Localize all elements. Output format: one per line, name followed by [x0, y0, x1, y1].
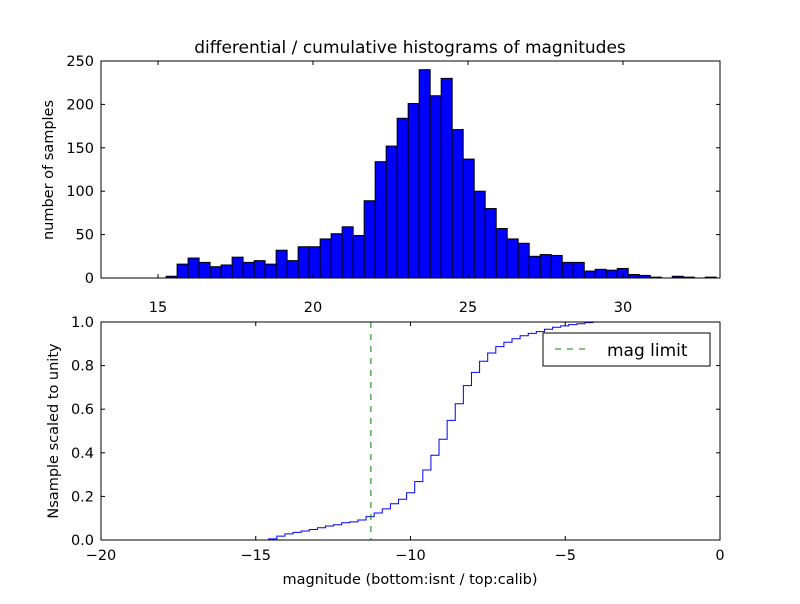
bottom-x-tick-label: −15: [240, 548, 271, 564]
histogram-bar: [583, 270, 596, 278]
bottom-y-tick-label: 0.2: [71, 489, 94, 505]
histogram-bar: [198, 261, 211, 278]
histogram-bar: [484, 208, 497, 278]
histogram-bar: [242, 261, 255, 278]
histogram-bar: [572, 261, 585, 278]
top-y-tick-label: 50: [76, 228, 94, 244]
bottom-x-tick-label: 0: [715, 548, 724, 564]
bottom-x-tick-label: −5: [555, 548, 576, 564]
top-axes-frame: [100, 60, 721, 279]
legend-label: mag limit: [607, 341, 688, 361]
histogram-bar: [264, 263, 277, 278]
top-y-axis-label: number of samples: [41, 100, 57, 240]
histogram-bar: [440, 77, 453, 278]
histogram-bar: [605, 269, 618, 278]
histogram-bar: [407, 103, 420, 278]
histogram-bar: [220, 264, 233, 278]
top-x-tick-label: 30: [614, 300, 632, 316]
histogram-bar: [231, 256, 244, 278]
histogram-bar: [374, 161, 387, 278]
top-y-tick-label: 200: [66, 97, 94, 113]
top-y-tick-label: 0: [85, 271, 94, 287]
histogram-bar: [176, 263, 189, 278]
legend: mag limit: [542, 332, 711, 367]
histogram-bar: [253, 260, 266, 278]
bottom-y-tick-label: 1.0: [71, 315, 94, 331]
cumulative-step-line: [101, 321, 721, 541]
bottom-y-axis-label: Nsample scaled to unity: [46, 343, 62, 519]
histogram-bar: [363, 200, 376, 278]
histogram-bar: [396, 117, 409, 278]
bottom-y-tick-label: 0.0: [71, 533, 94, 549]
bottom-y-tick-label: 0.6: [71, 402, 94, 418]
top-y-tick-label: 250: [66, 54, 94, 70]
top-x-tick-label: 15: [149, 300, 167, 316]
bottom-x-tick-label: −20: [86, 548, 117, 564]
histogram-bar: [297, 246, 310, 278]
top-y-tick-label: 100: [66, 184, 94, 200]
chart-title: differential / cumulative histograms of …: [194, 38, 626, 58]
top-y-tick-label: 150: [66, 141, 94, 157]
bottom-y-tick-label: 0.8: [71, 359, 94, 375]
histogram-bar: [627, 274, 640, 278]
histogram-bar: [319, 238, 332, 278]
histogram-bar: [330, 233, 343, 278]
bottom-cumulative-axes: −20 −15 −10 −5 0 0.0 0.2 0.4 0.6 0.8 1.0: [71, 315, 725, 564]
histogram-bar: [506, 238, 519, 278]
top-histogram-axes: 15 20 25 30 0 50 100 150 200 250: [66, 54, 721, 316]
bottom-y-tick-label: 0.4: [71, 446, 94, 462]
histogram-bar: [462, 158, 475, 278]
histogram-bar: [550, 254, 563, 278]
histogram-bar: [352, 234, 365, 278]
histogram-bar: [495, 228, 508, 278]
histogram-bar: [528, 255, 541, 278]
histogram-bars: [165, 69, 717, 278]
histogram-bar: [539, 254, 552, 278]
histogram-bar: [418, 69, 431, 278]
top-x-tick-label: 25: [459, 300, 477, 316]
histogram-bar: [429, 95, 442, 278]
histogram-bar: [451, 129, 464, 278]
histogram-bar: [209, 266, 222, 278]
top-x-tick-label: 20: [304, 300, 322, 316]
bottom-x-tick-label: −10: [395, 548, 426, 564]
histogram-bar: [341, 226, 354, 278]
histogram-bar: [517, 242, 530, 278]
histogram-bar: [286, 260, 299, 278]
histogram-bar: [385, 145, 398, 278]
histogram-bar: [187, 257, 200, 278]
histogram-bar: [473, 190, 486, 278]
histogram-bar: [594, 268, 607, 278]
histogram-bar: [275, 249, 288, 278]
histogram-bar: [561, 261, 574, 278]
bottom-x-axis-label: magnitude (bottom:isnt / top:calib): [282, 572, 537, 588]
histogram-bar: [308, 246, 321, 278]
